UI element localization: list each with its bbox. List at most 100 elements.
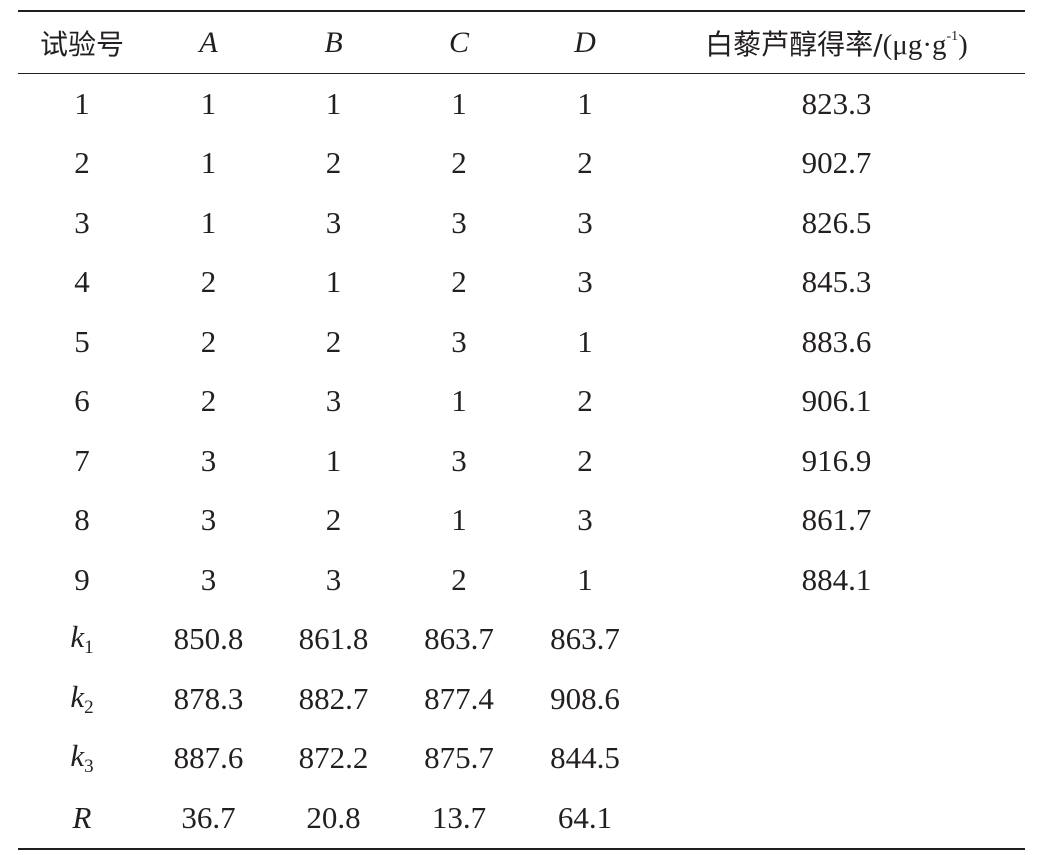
trial-row: 7 3 1 3 2 916.9: [18, 431, 1025, 491]
header-row: 试验号 A B C D 白藜芦醇得率/(μg·g-1): [18, 10, 1025, 74]
stats-factor-a-cell: 878.3: [173, 680, 244, 716]
table-body: 1 1 1 1 1 823.3 2 1 2 2 2 902.7 3 1 3 3 3 826.5 4 2 1 2 3 845.3…: [18, 74, 1025, 850]
orthogonal-test-table: 试验号 A B C D 白藜芦醇得率/(μg·g-1) 1 1 1 1 1 823.3 2 1…: [18, 10, 1025, 850]
factor-b-level-cell: 2: [325, 145, 342, 181]
stats-label: k: [70, 619, 85, 655]
factor-b-level-cell: 1: [325, 442, 342, 478]
header-yield: 白藜芦醇得率/(μg·g-1): [648, 10, 1025, 74]
stats-factor-c-cell: 863.7: [424, 621, 494, 657]
trial-row: 9 3 3 2 1 884.1: [18, 550, 1025, 610]
factor-a-level-cell: 3: [200, 442, 217, 478]
header-factor-a: A: [146, 10, 271, 74]
stats-label-cell: k3: [18, 729, 146, 789]
stats-label-cell: k1: [18, 610, 146, 670]
factor-c-level-cell: 2: [451, 561, 467, 597]
factor-d-level-cell: 2: [577, 145, 593, 181]
stats-row: R 36.7 20.8 13.7 64.1: [18, 788, 1025, 850]
trial-row: 5 2 2 3 1 883.6: [18, 312, 1025, 372]
trial-no-cell: 5: [74, 323, 90, 359]
stats-factor-d-cell: 863.7: [550, 621, 620, 657]
factor-a-level-cell: 2: [200, 383, 217, 419]
factor-c-level-cell: 1: [451, 85, 467, 121]
stats-factor-a-cell: 850.8: [173, 621, 244, 657]
stats-label-subscript: 2: [84, 696, 94, 718]
factor-b-level-cell: 3: [325, 204, 342, 240]
factor-a-level-cell: 2: [200, 323, 217, 359]
factor-c-level-cell: 3: [451, 323, 467, 359]
trial-no-cell: 2: [74, 145, 90, 181]
factor-b-level-cell: 1: [325, 264, 342, 300]
factor-c-level-cell: 3: [451, 204, 467, 240]
trial-no-cell: 8: [74, 502, 90, 538]
factor-c-level-cell: 2: [451, 264, 467, 300]
factor-c-level-cell: 3: [451, 442, 467, 478]
yield-cell: 902.7: [801, 145, 872, 181]
yield-cell: 916.9: [801, 442, 872, 478]
factor-d-level-cell: 3: [577, 204, 593, 240]
factor-b-level-cell: 3: [325, 561, 342, 597]
header-yield-unit-exponent: -1: [946, 28, 959, 44]
header-factor-c: C: [396, 10, 522, 74]
yield-cell: 823.3: [801, 85, 872, 121]
stats-factor-d-cell: 64.1: [522, 788, 648, 850]
trial-no-cell: 7: [74, 442, 90, 478]
stats-factor-d-cell: 844.5: [550, 740, 620, 776]
factor-a-level-cell: 1: [200, 85, 217, 121]
factor-d-level-cell: 3: [577, 502, 593, 538]
trial-row: 6 2 3 1 2 906.1: [18, 372, 1025, 432]
factor-a-level-cell: 2: [200, 264, 217, 300]
orthogonal-test-table-container: 试验号 A B C D 白藜芦醇得率/(μg·g-1) 1 1 1 1 1 823.3 2 1…: [18, 10, 1025, 850]
factor-b-level-cell: 2: [325, 323, 342, 359]
stats-label-cell: k2: [18, 669, 146, 729]
factor-a-level-cell: 3: [200, 561, 217, 597]
factor-a-level-cell: 1: [200, 204, 217, 240]
stats-factor-c-cell: 13.7: [396, 788, 522, 850]
factor-a-level-cell: 3: [200, 502, 217, 538]
trial-no-cell: 4: [74, 264, 90, 300]
factor-b-level-cell: 1: [325, 85, 342, 121]
stats-label-subscript: 3: [84, 756, 94, 778]
factor-d-level-cell: 2: [577, 442, 593, 478]
header-yield-unit-close: ): [958, 28, 968, 61]
trial-row: 8 3 2 1 3 861.7: [18, 491, 1025, 551]
factor-d-level-cell: 1: [577, 85, 593, 121]
trial-row: 4 2 1 2 3 845.3: [18, 253, 1025, 313]
trial-row: 3 1 3 3 3 826.5: [18, 193, 1025, 253]
stats-empty-cell: [648, 788, 1025, 850]
stats-empty-cell: [648, 669, 1025, 729]
stats-label: k: [70, 738, 85, 774]
trial-no-cell: 3: [74, 204, 90, 240]
stats-empty-cell: [648, 610, 1025, 670]
header-factor-d: D: [522, 10, 648, 74]
factor-b-level-cell: 2: [325, 502, 342, 538]
stats-factor-c-cell: 875.7: [424, 740, 494, 776]
stats-factor-b-cell: 872.2: [298, 740, 369, 776]
factor-b-level-cell: 3: [325, 383, 342, 419]
factor-d-level-cell: 2: [577, 383, 593, 419]
stats-label: k: [70, 678, 85, 714]
factor-a-level-cell: 1: [200, 145, 217, 181]
factor-c-level-cell: 1: [451, 502, 467, 538]
trial-row: 1 1 1 1 1 823.3: [18, 74, 1025, 134]
trial-no-cell: 6: [74, 383, 90, 419]
factor-d-level-cell: 1: [577, 323, 593, 359]
yield-cell: 845.3: [801, 264, 872, 300]
yield-cell: 861.7: [801, 502, 872, 538]
factor-d-level-cell: 1: [577, 561, 593, 597]
stats-label-subscript: 1: [84, 637, 94, 659]
header-yield-label: 白藜芦醇得率/: [705, 27, 883, 61]
stats-row: k1 850.8 861.8 863.7 863.7: [18, 610, 1025, 670]
stats-factor-a-cell: 887.6: [173, 740, 244, 776]
stats-row: k2 878.3 882.7 877.4 908.6: [18, 669, 1025, 729]
trial-no-cell: 1: [74, 85, 90, 121]
stats-factor-b-cell: 20.8: [271, 788, 396, 850]
stats-row: k3 887.6 872.2 875.7 844.5: [18, 729, 1025, 789]
header-trial-no: 试验号: [18, 10, 146, 74]
stats-empty-cell: [648, 729, 1025, 789]
trial-row: 2 1 2 2 2 902.7: [18, 134, 1025, 194]
stats-factor-b-cell: 882.7: [298, 680, 369, 716]
header-factor-b: B: [271, 10, 396, 74]
trial-no-cell: 9: [74, 561, 90, 597]
factor-d-level-cell: 3: [577, 264, 593, 300]
factor-c-level-cell: 2: [451, 145, 467, 181]
